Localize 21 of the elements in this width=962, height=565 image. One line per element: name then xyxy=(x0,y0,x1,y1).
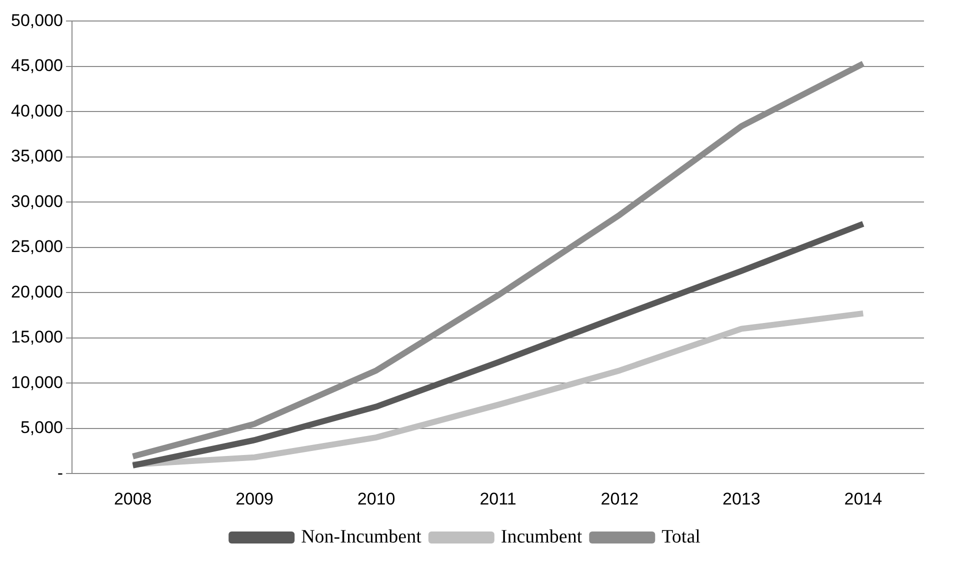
y-tick-label: - xyxy=(57,463,63,482)
x-tick-label: 2009 xyxy=(236,489,274,508)
x-tick-label: 2014 xyxy=(844,489,882,508)
y-tick-label: 25,000 xyxy=(10,237,63,256)
y-tick-label: 15,000 xyxy=(10,328,63,347)
legend-label: Non-Incumbent xyxy=(301,526,422,548)
y-tick-label: 10,000 xyxy=(10,372,63,392)
y-tick-label: 35,000 xyxy=(10,146,63,166)
x-tick-label: 2010 xyxy=(357,489,396,508)
y-tick-label: 30,000 xyxy=(10,192,63,211)
y-tick-label: 40,000 xyxy=(10,101,63,120)
legend-label: Total xyxy=(662,526,700,548)
x-tick-label: 2008 xyxy=(114,489,152,508)
x-tick-label: 2013 xyxy=(722,489,760,508)
x-tick-label: 2012 xyxy=(600,489,639,508)
x-tick-label: 2011 xyxy=(480,489,516,508)
y-tick-label: 45,000 xyxy=(10,56,63,76)
y-tick-label: 5,000 xyxy=(20,418,63,438)
y-tick-label: 20,000 xyxy=(10,282,63,302)
legend-label: Incumbent xyxy=(500,526,583,548)
y-tick-label: 50,000 xyxy=(10,10,63,30)
